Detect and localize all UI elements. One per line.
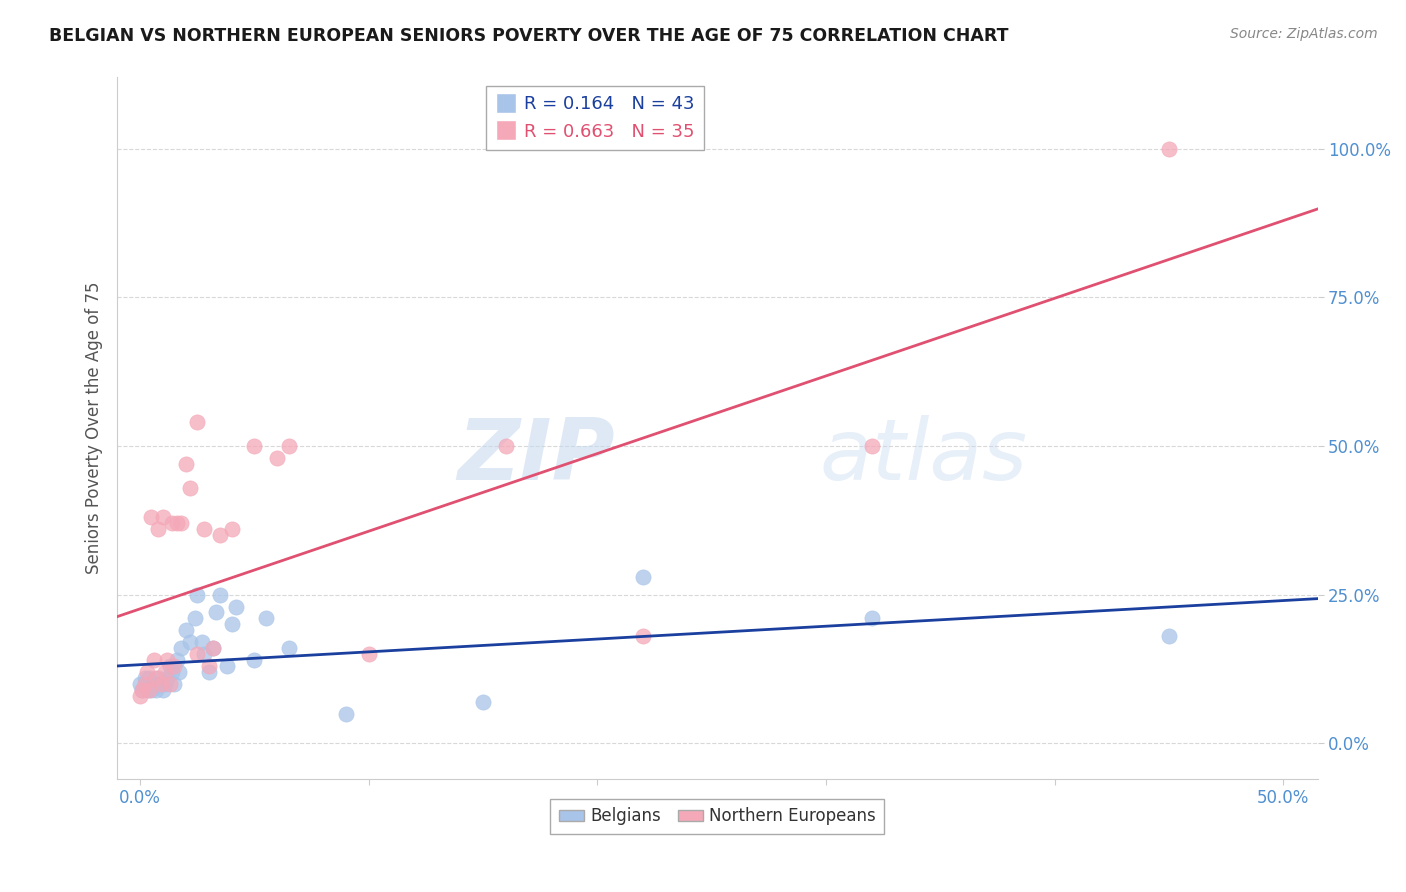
Point — [159, 659, 181, 673]
Point — [134, 677, 156, 691]
Point — [145, 682, 167, 697]
Point — [357, 647, 380, 661]
Point — [186, 588, 208, 602]
Point — [193, 522, 215, 536]
Point — [174, 457, 197, 471]
Point — [209, 528, 232, 542]
Point — [160, 516, 183, 531]
Point — [170, 641, 193, 656]
Text: ZIP: ZIP — [458, 415, 616, 498]
Point — [145, 677, 167, 691]
Point — [167, 665, 190, 679]
Point — [131, 682, 153, 697]
Point — [221, 522, 243, 536]
Point — [193, 647, 215, 661]
Point — [254, 611, 277, 625]
Point — [197, 659, 219, 673]
Point — [156, 653, 179, 667]
Point — [129, 677, 152, 691]
Point — [153, 665, 176, 679]
Point — [160, 665, 183, 679]
Point — [472, 695, 495, 709]
Point — [186, 415, 208, 429]
Point — [129, 689, 152, 703]
Point — [631, 629, 654, 643]
Point — [152, 682, 174, 697]
Point — [225, 599, 247, 614]
Point — [243, 439, 266, 453]
Point — [145, 671, 167, 685]
Point — [202, 641, 225, 656]
Text: atlas: atlas — [820, 415, 1028, 498]
Point — [179, 481, 201, 495]
Point — [159, 677, 181, 691]
Point — [141, 510, 163, 524]
Point — [277, 439, 299, 453]
Point — [141, 682, 163, 697]
Point — [135, 665, 157, 679]
Point — [174, 624, 197, 638]
Point — [152, 510, 174, 524]
Point — [860, 611, 883, 625]
Point — [1157, 142, 1180, 156]
Point — [148, 671, 170, 685]
Point — [166, 653, 188, 667]
Point — [135, 682, 157, 697]
Point — [138, 682, 160, 697]
Point — [166, 516, 188, 531]
Point — [197, 665, 219, 679]
Point — [179, 635, 201, 649]
Point — [631, 570, 654, 584]
Point — [191, 635, 214, 649]
Point — [495, 439, 517, 453]
Point — [138, 671, 160, 685]
Point — [202, 641, 225, 656]
Point — [204, 606, 226, 620]
Point — [142, 653, 165, 667]
Text: Source: ZipAtlas.com: Source: ZipAtlas.com — [1230, 27, 1378, 41]
Text: BELGIAN VS NORTHERN EUROPEAN SENIORS POVERTY OVER THE AGE OF 75 CORRELATION CHAR: BELGIAN VS NORTHERN EUROPEAN SENIORS POV… — [49, 27, 1008, 45]
Point — [184, 611, 207, 625]
Point — [335, 706, 357, 721]
Point — [163, 677, 186, 691]
Point — [134, 677, 156, 691]
Point — [163, 659, 186, 673]
Y-axis label: Seniors Poverty Over the Age of 75: Seniors Poverty Over the Age of 75 — [86, 282, 103, 574]
Point — [266, 450, 288, 465]
Point — [149, 677, 172, 691]
Point — [142, 677, 165, 691]
Point — [215, 659, 238, 673]
Point — [860, 439, 883, 453]
Point — [134, 671, 156, 685]
Point — [170, 516, 193, 531]
Point — [141, 677, 163, 691]
Point — [149, 677, 172, 691]
Point — [221, 617, 243, 632]
Point — [148, 522, 170, 536]
Point — [153, 677, 176, 691]
Legend: Belgians, Northern Europeans: Belgians, Northern Europeans — [550, 799, 884, 834]
Point — [1157, 629, 1180, 643]
Point — [277, 641, 299, 656]
Point — [243, 653, 266, 667]
Point — [209, 588, 232, 602]
Point — [156, 671, 179, 685]
Point — [186, 647, 208, 661]
Point — [131, 682, 153, 697]
